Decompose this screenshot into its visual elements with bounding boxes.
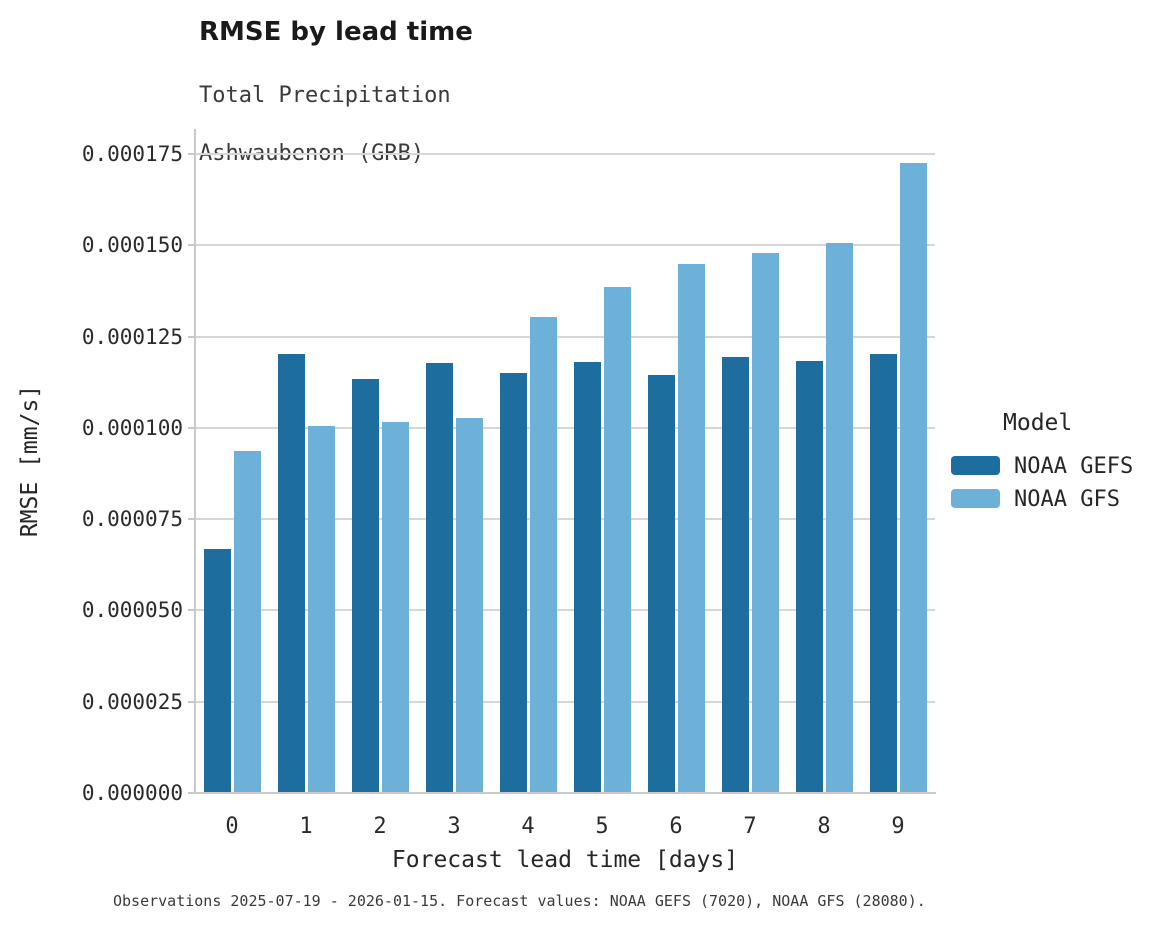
bar-noaa-gefs-lead-3 bbox=[425, 362, 453, 793]
bar-noaa-gfs-lead-2 bbox=[381, 421, 409, 793]
x-axis-title: Forecast lead time [days] bbox=[391, 847, 739, 873]
y-axis-line bbox=[194, 129, 196, 793]
y-tick-mark bbox=[188, 426, 194, 429]
caption: Observations 2025-07-19 - 2026-01-15. Fo… bbox=[113, 892, 926, 910]
y-tick-label: 0.000125 bbox=[81, 324, 183, 349]
x-tick-label-1: 1 bbox=[299, 814, 313, 839]
x-tick-label-0: 0 bbox=[225, 814, 239, 839]
y-tick-mark bbox=[188, 700, 194, 703]
y-tick-label: 0.000150 bbox=[81, 233, 183, 258]
y-axis-title: RMSE [mm/s] bbox=[17, 384, 43, 538]
y-tick-mark bbox=[188, 152, 194, 155]
y-tick-label: 0.000000 bbox=[81, 781, 183, 805]
gridline-y-0.000100 bbox=[196, 426, 935, 429]
bar-noaa-gfs-lead-5 bbox=[603, 286, 631, 793]
gridline-y-0.000025 bbox=[196, 700, 935, 703]
x-tick-label-8: 8 bbox=[817, 814, 831, 839]
legend-swatch-noaa-gfs bbox=[951, 489, 1000, 508]
bar-noaa-gfs-lead-4 bbox=[529, 317, 557, 793]
legend-title: Model bbox=[1003, 410, 1073, 436]
y-tick-mark bbox=[188, 244, 194, 247]
gridline-y-0.000050 bbox=[196, 609, 935, 612]
y-tick-mark bbox=[188, 792, 194, 794]
x-axis-line bbox=[194, 792, 936, 794]
y-tick-label: 0.000075 bbox=[81, 507, 183, 532]
x-tick-label-5: 5 bbox=[595, 814, 609, 839]
chart-title: RMSE by lead time bbox=[199, 17, 473, 47]
bar-noaa-gfs-lead-7 bbox=[751, 253, 779, 793]
bar-noaa-gefs-lead-5 bbox=[573, 361, 601, 793]
legend-label: NOAA GFS bbox=[1014, 487, 1120, 512]
bar-noaa-gfs-lead-8 bbox=[825, 243, 853, 793]
chart-subtitle: Total Precipitation Ashwaubenon (GRB) bbox=[199, 52, 451, 197]
y-tick-mark bbox=[188, 609, 194, 612]
bar-noaa-gfs-lead-6 bbox=[677, 264, 705, 793]
bar-noaa-gefs-lead-9 bbox=[869, 354, 897, 793]
bar-noaa-gefs-lead-7 bbox=[721, 356, 749, 793]
bar-noaa-gfs-lead-0 bbox=[233, 451, 261, 793]
y-tick-label: 0.000175 bbox=[81, 141, 183, 166]
bar-noaa-gfs-lead-1 bbox=[307, 425, 335, 793]
gridline-y-0.000075 bbox=[196, 518, 935, 521]
x-tick-label-3: 3 bbox=[447, 814, 461, 839]
y-tick-label: 0.000050 bbox=[81, 598, 183, 623]
gridline-y-0.000150 bbox=[196, 244, 935, 247]
bar-noaa-gefs-lead-4 bbox=[499, 372, 527, 793]
y-tick-label: 0.000100 bbox=[81, 415, 183, 440]
bar-noaa-gfs-lead-9 bbox=[899, 162, 927, 793]
x-tick-label-7: 7 bbox=[743, 814, 757, 839]
bar-noaa-gefs-lead-8 bbox=[795, 360, 823, 793]
bar-noaa-gefs-lead-2 bbox=[351, 378, 379, 793]
x-tick-label-6: 6 bbox=[669, 814, 683, 839]
gridline-y-0.000175 bbox=[196, 152, 935, 155]
y-tick-mark bbox=[188, 518, 194, 521]
bar-noaa-gefs-lead-0 bbox=[203, 549, 231, 793]
chart-subtitle-line-1: Total Precipitation bbox=[199, 83, 451, 108]
y-tick-mark bbox=[188, 335, 194, 338]
bar-noaa-gefs-lead-6 bbox=[647, 374, 675, 793]
bar-noaa-gfs-lead-3 bbox=[455, 418, 483, 793]
gridline-y-0.000125 bbox=[196, 335, 935, 338]
x-tick-label-4: 4 bbox=[521, 814, 535, 839]
legend-label: NOAA GEFS bbox=[1014, 454, 1134, 479]
legend-swatch-noaa-gefs bbox=[951, 456, 1000, 475]
y-tick-label: 0.000025 bbox=[81, 689, 183, 714]
x-tick-label-9: 9 bbox=[891, 814, 905, 839]
x-tick-label-2: 2 bbox=[373, 814, 387, 839]
bar-noaa-gefs-lead-1 bbox=[277, 354, 305, 793]
